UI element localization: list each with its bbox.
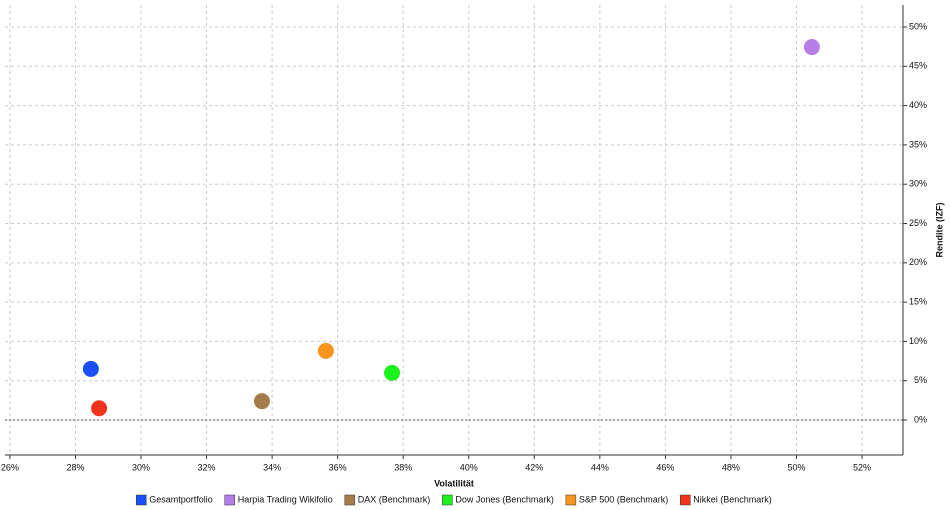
y-tick-label: 10% bbox=[909, 336, 927, 346]
x-tick-label: 28% bbox=[66, 462, 84, 472]
y-tick-label: 25% bbox=[909, 218, 927, 228]
y-tick-label: 15% bbox=[909, 296, 927, 306]
x-axis-label: Volatilität bbox=[434, 478, 474, 488]
x-tick-label: 38% bbox=[394, 462, 412, 472]
x-tick-label: 40% bbox=[460, 462, 478, 472]
y-tick-label: 30% bbox=[909, 179, 927, 189]
x-tick-label: 36% bbox=[329, 462, 347, 472]
legend-swatch bbox=[565, 494, 577, 506]
y-tick-label: 5% bbox=[914, 375, 927, 385]
y-tick-label: 45% bbox=[909, 61, 927, 71]
legend-swatch bbox=[224, 494, 235, 506]
legend-label: S&P 500 (Benchmark) bbox=[579, 494, 668, 504]
point bbox=[803, 39, 820, 56]
x-tick-label: 34% bbox=[263, 462, 281, 472]
legend-label: Dow Jones (Benchmark) bbox=[455, 494, 554, 504]
point bbox=[91, 400, 108, 417]
legend-swatch bbox=[135, 494, 147, 506]
y-axis-label: Rendite (IZF) bbox=[934, 203, 944, 258]
x-tick-label: 42% bbox=[525, 462, 543, 472]
point bbox=[384, 364, 401, 381]
point bbox=[317, 342, 334, 359]
legend-label: Gesamtportfolio bbox=[149, 494, 213, 504]
x-tick-label: 48% bbox=[722, 462, 740, 472]
point bbox=[82, 360, 99, 377]
x-tick-label: 32% bbox=[198, 462, 216, 472]
legend: Gesamtportfolio Harpia Trading Wikifolio D… bbox=[135, 494, 772, 506]
legend-label: Harpia Trading Wikifolio bbox=[238, 494, 333, 504]
x-tick-label: 44% bbox=[591, 462, 609, 472]
y-tick-label: 35% bbox=[909, 139, 927, 149]
x-tick-label: 50% bbox=[787, 462, 805, 472]
x-tick-label: 30% bbox=[132, 462, 150, 472]
y-tick-label: 20% bbox=[909, 257, 927, 267]
legend-swatch bbox=[680, 494, 691, 506]
y-tick-label: 50% bbox=[909, 21, 927, 31]
legend-label: Nikkei (Benchmark) bbox=[693, 494, 772, 504]
x-tick-label: 46% bbox=[656, 462, 674, 472]
x-tick-label: 26% bbox=[1, 462, 19, 472]
y-tick-label: 40% bbox=[909, 100, 927, 110]
legend-swatch bbox=[344, 494, 356, 506]
legend-label: DAX (Benchmark) bbox=[358, 494, 431, 504]
point bbox=[253, 393, 270, 410]
x-tick-label: 52% bbox=[853, 462, 871, 472]
legend-swatch bbox=[442, 494, 453, 506]
y-tick-label: 0% bbox=[914, 414, 927, 424]
